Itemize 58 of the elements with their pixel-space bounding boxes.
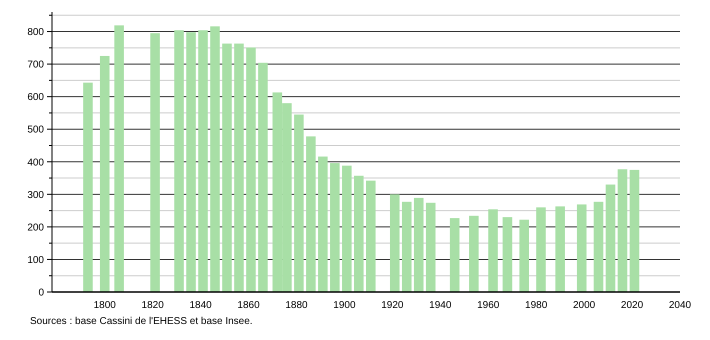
bar	[258, 62, 268, 292]
x-tick-label: 2000	[572, 300, 596, 311]
bar	[318, 156, 328, 292]
bar	[174, 30, 184, 292]
x-tick-label: 2020	[620, 300, 644, 311]
bar	[519, 220, 529, 292]
y-tick-label: 300	[27, 190, 44, 201]
y-tick-label: 0	[38, 288, 44, 298]
bar	[354, 176, 364, 292]
x-tick-label: 2040	[668, 300, 692, 311]
bar	[414, 198, 424, 292]
bar	[469, 216, 479, 292]
bar	[402, 202, 412, 292]
source-note: Sources : base Cassini de l'EHESS et base Insee.	[30, 316, 253, 327]
bar	[606, 184, 616, 292]
bar	[330, 163, 340, 292]
bar	[576, 204, 587, 292]
y-tick-label: 200	[27, 222, 44, 234]
bar	[618, 169, 628, 292]
bar	[294, 114, 304, 292]
bar	[426, 202, 436, 292]
x-tick-label: 1940	[429, 300, 452, 311]
bar	[502, 217, 512, 292]
bar	[234, 44, 244, 292]
bar	[246, 47, 256, 292]
y-tick-label: 700	[27, 60, 44, 71]
x-tick-label: 1800	[94, 300, 116, 311]
bar	[83, 82, 93, 292]
x-tick-label: 1960	[477, 300, 500, 311]
bar	[555, 206, 565, 292]
bar	[222, 44, 232, 292]
x-tick-label: 1980	[525, 300, 548, 311]
y-tick-label: 500	[27, 124, 44, 136]
bar	[306, 136, 316, 292]
bar	[390, 194, 400, 292]
bar	[366, 180, 376, 292]
bar	[198, 30, 208, 292]
x-tick-label: 1920	[381, 300, 404, 311]
bar	[100, 56, 110, 292]
y-tick-label: 600	[27, 92, 44, 104]
x-tick-label: 1820	[142, 300, 164, 311]
x-tick-label: 1860	[237, 300, 260, 311]
x-tick-label: 1840	[189, 300, 212, 311]
bar	[342, 166, 352, 292]
bar	[150, 33, 160, 292]
x-tick-label: 1900	[333, 300, 356, 311]
bar	[210, 26, 220, 292]
y-tick-label: 400	[27, 157, 44, 168]
y-tick-label: 100	[27, 254, 44, 266]
bar	[630, 170, 640, 292]
bar	[114, 25, 124, 292]
bar	[450, 218, 460, 292]
bar	[186, 32, 196, 292]
y-tick-label: 800	[27, 27, 44, 38]
bar	[594, 202, 604, 292]
x-tick-label: 1880	[285, 300, 308, 311]
bar	[488, 209, 498, 292]
bar	[536, 207, 546, 292]
